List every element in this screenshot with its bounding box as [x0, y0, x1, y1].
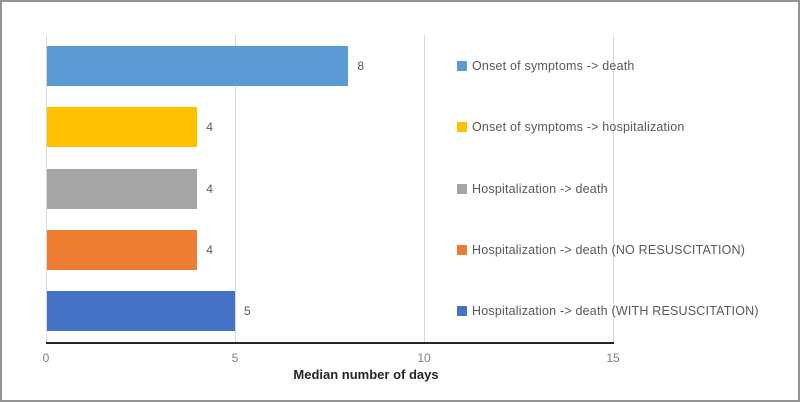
gridline-5: [235, 35, 236, 342]
legend-label: Onset of symptoms -> death: [472, 58, 635, 73]
legend-swatch-icon: [457, 122, 467, 133]
x-tick-label-10: 10: [417, 351, 431, 365]
bar-value-label-4: 4: [206, 242, 213, 257]
legend-item-4: Hospitalization -> death (NO RESUSCITATI…: [457, 242, 745, 258]
x-tick-label-0: 0: [42, 351, 50, 365]
gridline-10: [424, 35, 425, 342]
bar-value-label-3: 4: [206, 181, 213, 196]
legend-item-1: Onset of symptoms -> death: [457, 58, 635, 74]
x-tick-label-15: 15: [606, 351, 620, 365]
legend-item-5: Hospitalization -> death (WITH RESUSCITA…: [457, 303, 759, 319]
legend-item-3: Hospitalization -> death: [457, 181, 608, 197]
legend-label: Onset of symptoms -> hospitalization: [472, 120, 685, 135]
legend-swatch-icon: [457, 183, 467, 194]
gridline-0: [46, 35, 47, 342]
bar-value-label-5: 5: [244, 304, 251, 319]
legend-label: Hospitalization -> death: [472, 181, 608, 196]
bar-5: [47, 291, 235, 332]
legend-label: Hospitalization -> death (WITH RESUSCITA…: [472, 304, 759, 319]
bar-4: [47, 229, 198, 270]
bar-2: [47, 107, 198, 148]
x-axis-title: Median number of days: [293, 367, 439, 382]
legend-label: Hospitalization -> death (NO RESUSCITATI…: [472, 242, 746, 257]
bar-1: [47, 45, 349, 86]
legend-swatch-icon: [457, 244, 467, 255]
legend-swatch-icon: [457, 306, 467, 317]
x-tick-label-5: 5: [231, 351, 239, 365]
legend-swatch-icon: [457, 60, 467, 71]
x-axis-line: [46, 342, 614, 344]
bar-value-label-1: 8: [357, 58, 365, 73]
gridline-15: [613, 35, 614, 342]
bar-3: [47, 168, 198, 209]
bar-value-label-2: 4: [206, 120, 213, 135]
legend-item-2: Onset of symptoms -> hospitalization: [457, 119, 685, 135]
